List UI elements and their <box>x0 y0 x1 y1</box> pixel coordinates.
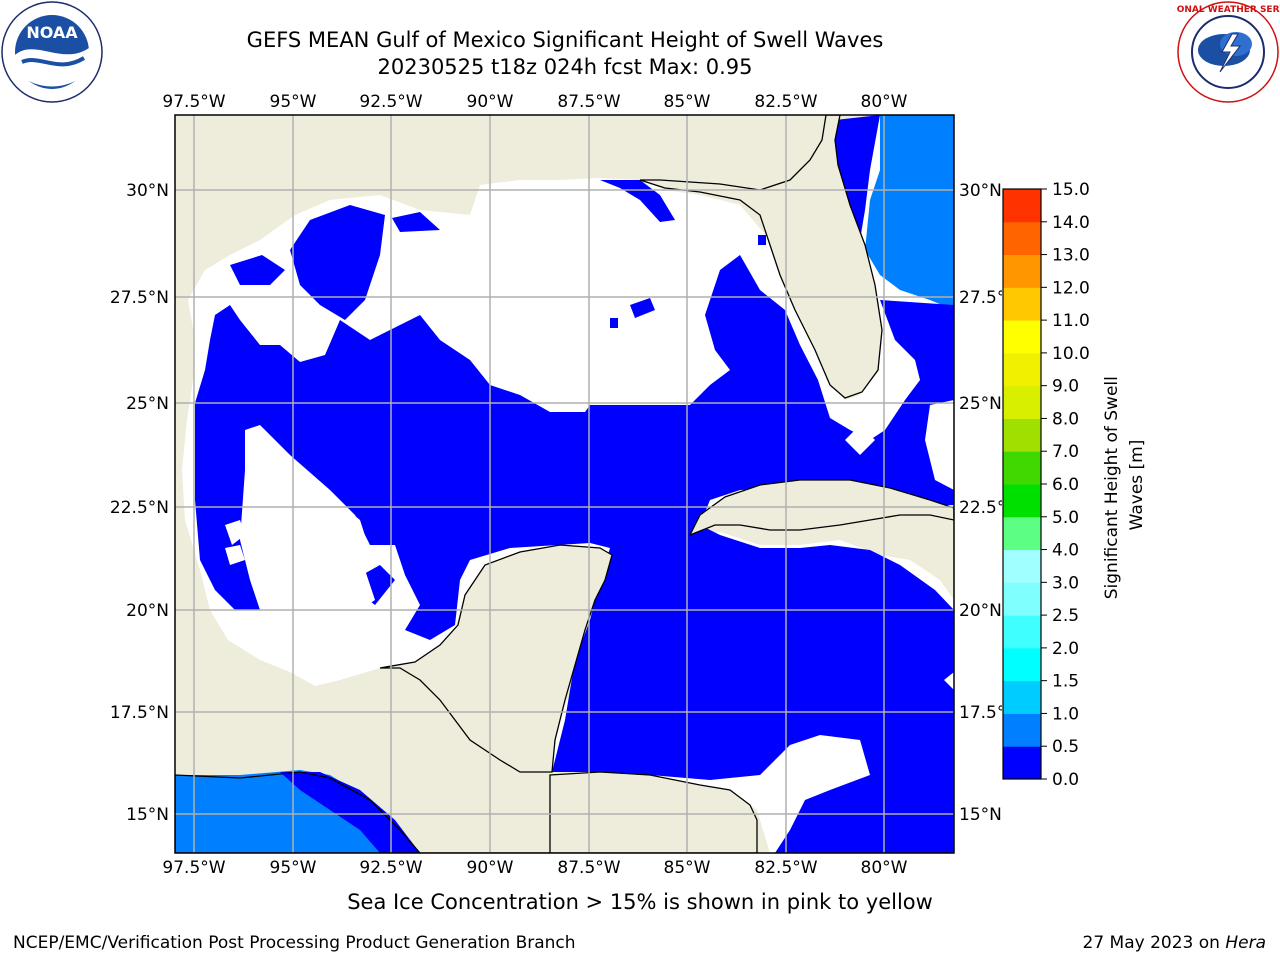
lat-tick-left: 27.5°N <box>110 288 169 308</box>
lon-tick-bottom: 80°W <box>861 858 908 878</box>
lon-tick-top: 92.5°W <box>359 92 422 112</box>
lat-tick-right: 20°N <box>959 601 1002 621</box>
colorbar-title: Significant Height of Swell Waves [m] <box>1102 371 1147 600</box>
footer-branch: NCEP/EMC/Verification Post Processing Pr… <box>13 933 576 953</box>
colorbar-title-line2: Waves [m] <box>1127 440 1147 531</box>
lon-tick-top: 80°W <box>861 92 908 112</box>
map-frame <box>174 114 955 854</box>
lon-tick-top: 90°W <box>467 92 514 112</box>
colorbar-tick-label: 14.0 <box>1052 213 1090 233</box>
colorbar-tick-label: 3.0 <box>1052 573 1079 593</box>
atlantic-band1 <box>865 115 954 310</box>
colorbar-band <box>1003 713 1041 747</box>
colorbar-tick-label: 1.0 <box>1052 704 1079 724</box>
colorbar-tick-label: 0.5 <box>1052 737 1079 757</box>
lon-ticks-top: 97.5°W 95°W 92.5°W 90°W 87.5°W 85°W 82.5… <box>162 92 907 112</box>
lat-tick-left: 15°N <box>126 805 169 825</box>
colorbar-tick-label: 7.0 <box>1052 442 1079 462</box>
colorbar-tick-label: 8.0 <box>1052 409 1079 429</box>
lon-tick-top: 82.5°W <box>754 92 817 112</box>
lon-tick-top: 95°W <box>270 92 317 112</box>
colorbar-tick-label: 6.0 <box>1052 475 1079 495</box>
footer-host: Hera <box>1225 933 1266 953</box>
colorbar-band <box>1003 451 1041 485</box>
colorbar-band <box>1003 221 1041 256</box>
footer-date-text: 27 May 2023 on <box>1082 933 1226 953</box>
lon-ticks-bottom: 97.5°W 95°W 92.5°W 90°W 87.5°W 85°W 82.5… <box>162 858 907 878</box>
nws-logo: NATIONAL WEATHER SERVICE <box>1176 1 1280 103</box>
lon-tick-top: 87.5°W <box>557 92 620 112</box>
colorbar-tick-label: 4.0 <box>1052 541 1079 561</box>
lon-tick-bottom: 95°W <box>270 858 317 878</box>
colorbar: 0.0 0.5 1.0 1.5 2.0 2.5 3.0 4.0 5.0 6.0 7.0 8.0 9.0 1… <box>1002 180 1147 790</box>
no-data-holes <box>225 400 954 690</box>
lat-tick-left: 20°N <box>126 601 169 621</box>
lat-tick-right: 30°N <box>959 181 1002 201</box>
lat-tick-right: 25°N <box>959 394 1002 414</box>
lat-tick-left: 25°N <box>126 394 169 414</box>
colorbar-band <box>1003 385 1041 419</box>
colorbar-tick-label: 1.5 <box>1052 672 1079 692</box>
lat-tick-left: 30°N <box>126 181 169 201</box>
colorbar-tick-label: 13.0 <box>1052 246 1090 266</box>
graticule <box>175 115 954 853</box>
lat-ticks-left: 30°N 27.5°N 25°N 22.5°N 20°N 17.5°N 15°N <box>110 181 169 825</box>
nws-logo-text: NATIONAL WEATHER SERVICE <box>1176 5 1280 15</box>
colorbar-band <box>1003 615 1041 649</box>
lon-tick-bottom: 97.5°W <box>162 858 225 878</box>
lat-tick-left: 22.5°N <box>110 498 169 518</box>
map-panel <box>175 115 954 853</box>
lon-tick-bottom: 92.5°W <box>359 858 422 878</box>
colorbar-tick-label: 2.5 <box>1052 606 1079 626</box>
colorbar-band <box>1003 254 1041 288</box>
colorbar-band <box>1003 320 1041 354</box>
lon-tick-top: 97.5°W <box>162 92 225 112</box>
colorbar-band <box>1003 287 1041 321</box>
colorbar-band <box>1003 746 1041 780</box>
footer-date: 27 May 2023 on Hera <box>1083 933 1267 953</box>
colorbar-tick-label: 2.0 <box>1052 639 1079 659</box>
lat-tick-right: 15°N <box>959 805 1002 825</box>
colorbar-tick-label: 5.0 <box>1052 508 1079 528</box>
colorbar-ticks: 0.0 0.5 1.0 1.5 2.0 2.5 3.0 4.0 5.0 6.0 7.0 8.0 9.0 1… <box>1041 180 1090 790</box>
colorbar-band <box>1003 352 1041 387</box>
chart-subtitle: 20230525 t18z 024h fcst Max: 0.95 <box>377 55 753 79</box>
colorbar-tick-label: 12.0 <box>1052 278 1090 298</box>
pacific-water <box>175 770 420 853</box>
lon-tick-bottom: 90°W <box>467 858 514 878</box>
colorbar-tick-label: 0.0 <box>1052 770 1079 790</box>
colorbar-band <box>1003 680 1041 714</box>
colorbar-band <box>1003 418 1041 452</box>
colorbar-band <box>1003 647 1041 682</box>
chart-title: GEFS MEAN Gulf of Mexico Significant Hei… <box>246 28 884 52</box>
colorbar-tick-label: 11.0 <box>1052 311 1090 331</box>
colorbar-band <box>1003 484 1041 518</box>
noaa-logo-text: NOAA <box>26 23 78 42</box>
colorbar-tick-label: 9.0 <box>1052 377 1079 397</box>
colorbar-bands <box>1003 189 1041 780</box>
pacific-water-band0 <box>280 772 420 853</box>
colorbar-band <box>1003 189 1041 223</box>
colorbar-title-line1: Significant Height of Swell <box>1102 376 1122 599</box>
colorbar-tick-label: 15.0 <box>1052 180 1090 200</box>
colorbar-band <box>1003 549 1041 583</box>
colorbar-tick-label: 10.0 <box>1052 344 1090 364</box>
lat-tick-left: 17.5°N <box>110 703 169 723</box>
lon-tick-bottom: 82.5°W <box>754 858 817 878</box>
noaa-logo: NOAA <box>1 1 103 103</box>
lon-tick-bottom: 85°W <box>664 858 711 878</box>
lon-tick-top: 85°W <box>664 92 711 112</box>
colorbar-band <box>1003 582 1041 616</box>
sea-ice-caption: Sea Ice Concentration > 15% is shown in … <box>347 890 933 914</box>
colorbar-band <box>1003 516 1041 551</box>
lon-tick-bottom: 87.5°W <box>557 858 620 878</box>
